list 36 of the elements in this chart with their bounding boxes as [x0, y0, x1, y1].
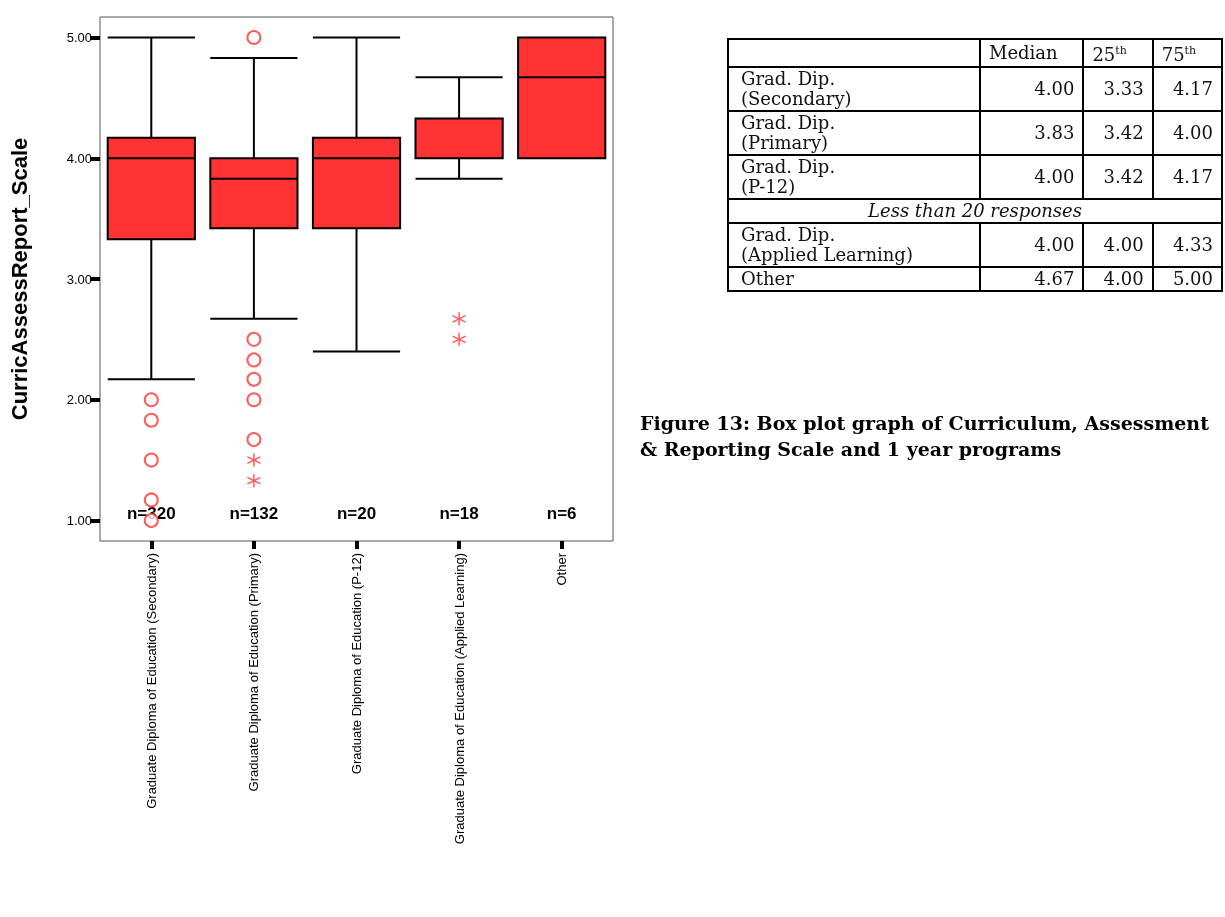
- data-label: 5.00: [1152, 267, 1222, 291]
- data-label: 3.33: [1083, 67, 1153, 111]
- category-label: Other: [728, 267, 980, 291]
- x-tick-label: Graduate Diploma of Education (Secondary): [143, 553, 159, 809]
- x-tick-label: Other: [554, 552, 570, 586]
- data-label: 4.33: [1152, 223, 1222, 267]
- y-axis-title: CurricAssessReport_Scale: [6, 137, 32, 421]
- data-label: 4.00: [980, 223, 1084, 267]
- legend-label: Median: [980, 39, 1084, 67]
- data-label: 4.17: [1152, 67, 1222, 111]
- category-label: Grad. Dip. (Secondary): [728, 67, 980, 111]
- caption: Figure 13: Box plot graph of Curriculum, Assessment & Reporting Scale and 1 year programs: [640, 411, 1210, 462]
- data-label: 3.42: [1083, 155, 1153, 199]
- data-label: 4.00: [1152, 111, 1222, 155]
- data-label: 4.17: [1152, 155, 1222, 199]
- annotation: n=320: [126, 503, 176, 523]
- data-label: 4.67: [980, 267, 1084, 291]
- data-label: 3.83: [980, 111, 1084, 155]
- x-tick-label: Graduate Diploma of Education (Applied Learning): [451, 553, 467, 845]
- legend-label: 25$^{th}$: [1083, 39, 1153, 67]
- x-tick-label: Graduate Diploma of Education (P-12): [349, 553, 364, 775]
- data-label: 4.00: [1083, 267, 1153, 291]
- category-label: Less than 20 responses: [728, 199, 1222, 223]
- text: 75$^{th}$: [1152, 39, 1222, 67]
- annotation: n=18: [439, 503, 479, 523]
- annotation: n=20: [336, 503, 377, 523]
- x-tick-label: Graduate Diploma of Education (Primary): [246, 553, 262, 792]
- data-label: 4.00: [980, 67, 1084, 111]
- data-label: 3.42: [1083, 111, 1153, 155]
- category-label: Grad. Dip. (Applied Learning): [728, 223, 980, 267]
- data-label: 4.00: [1083, 223, 1153, 267]
- category-label: Grad. Dip. (Primary): [728, 111, 980, 155]
- annotation: n=6: [546, 503, 577, 523]
- category-label: Grad. Dip. (P-12): [728, 155, 980, 199]
- data-label: 4.00: [980, 155, 1084, 199]
- annotation: n=132: [229, 503, 279, 523]
